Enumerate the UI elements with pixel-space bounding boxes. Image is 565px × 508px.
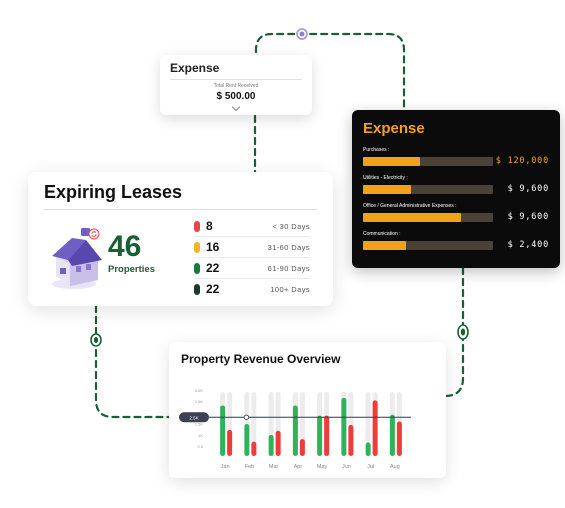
expense-row-value: $ 9,600: [507, 212, 549, 222]
bar: [268, 434, 274, 456]
expiring-leases-card: Expiring Leases 46 Properties 8 < 30 Day…: [28, 172, 333, 306]
bar: [317, 415, 323, 456]
x-tick-label: Jan: [221, 464, 230, 470]
y-tick-label: 0.5: [197, 444, 203, 449]
lease-range: 100+ Days: [270, 284, 310, 294]
expense-row-label: Purchases :: [363, 147, 390, 153]
expense-bar-track: [363, 156, 493, 166]
expense-bar-track: [363, 184, 493, 194]
bar: [324, 415, 330, 456]
expense-rows: Purchases : $ 120,000 Utilities - Electr…: [363, 147, 549, 250]
x-tick-label: May: [317, 464, 328, 470]
y-tick-label: 1K: [198, 433, 203, 438]
bar: [372, 400, 378, 456]
reference-marker: [243, 414, 249, 420]
x-tick-label: Jul: [367, 464, 374, 470]
expense-bar-fill: [363, 212, 461, 222]
list-item[interactable]: 8 < 30 Days: [194, 216, 310, 237]
bar: [348, 424, 354, 456]
bar: [227, 429, 233, 456]
lease-count: 22: [206, 282, 220, 296]
bar: [251, 441, 257, 456]
status-dot: [194, 283, 200, 295]
lease-count: 22: [206, 261, 220, 275]
expense-row-value: $ 9,600: [507, 184, 549, 194]
revenue-overview-card: 3.5K2.5K2K1.5K1K0.5JanFebMarAprMayJunJul…: [169, 342, 446, 478]
list-item[interactable]: 22 61-90 Days: [194, 258, 310, 279]
expense-detail-card: Expense Purchases : $ 120,000 Utilities …: [352, 110, 560, 268]
properties-label: Properties: [108, 264, 155, 275]
y-tick-label: 3.5K: [195, 388, 204, 393]
expense-bar-fill: [363, 240, 406, 250]
x-tick-label: Aug: [390, 464, 400, 470]
tooltip-pill: [179, 412, 209, 423]
bar: [292, 405, 298, 456]
chevron-down-icon[interactable]: [231, 102, 241, 112]
list-item[interactable]: 22 100+ Days: [194, 279, 310, 299]
y-tick-label: 2.5K: [195, 399, 204, 404]
divider: [170, 79, 302, 80]
bar: [299, 439, 305, 456]
x-tick-label: Feb: [245, 464, 254, 470]
expense-bar-fill: [363, 156, 421, 166]
properties-count: 46: [108, 230, 142, 263]
lease-range: 31-60 Days: [267, 242, 310, 252]
expiring-leases-title: Expiring Leases: [44, 182, 183, 202]
expense-bar-track: [363, 212, 493, 222]
lease-count: 8: [206, 219, 213, 233]
expense-summary-caption: Total Rent Received: [213, 83, 259, 89]
bar: [341, 397, 347, 456]
expense-summary-title: Expense: [170, 61, 220, 75]
bar: [365, 442, 371, 456]
expense-bar-fill: [363, 184, 412, 194]
bar-track: [365, 392, 371, 456]
status-dot: [194, 262, 200, 274]
x-tick-label: Apr: [294, 464, 303, 470]
expense-summary-amount: $ 500.00: [216, 91, 256, 102]
revenue-overview-title: Property Revenue Overview: [181, 352, 341, 366]
expense-row-value: $ 120,000: [495, 156, 549, 166]
status-dot: [194, 241, 200, 253]
list-item[interactable]: 16 31-60 Days: [194, 237, 310, 258]
expense-row-label: Utilities - Electricity :: [363, 175, 408, 181]
x-tick-label: Jun: [342, 464, 351, 470]
bar: [275, 430, 281, 456]
expense-row-communication: Communication : $ 2,400: [363, 231, 549, 250]
bar: [244, 424, 250, 456]
expense-bar-track: [363, 240, 493, 250]
expense-detail-title: Expense: [363, 120, 425, 137]
expense-row-label: Office / General Administrative Expenses…: [363, 203, 457, 209]
expense-row-label: Communication :: [363, 231, 401, 237]
lease-range: < 30 Days: [272, 221, 310, 231]
status-dot: [194, 220, 200, 232]
x-tick-label: Mar: [269, 464, 279, 470]
lease-range: 61-90 Days: [267, 263, 310, 273]
expense-row-purchases: Purchases : $ 120,000: [363, 147, 549, 166]
divider: [44, 209, 317, 210]
bar: [220, 405, 226, 456]
bar: [389, 414, 395, 456]
expense-row-office: Office / General Administrative Expenses…: [363, 203, 549, 222]
bar-track: [251, 392, 257, 456]
expense-row-value: $ 2,400: [507, 240, 549, 250]
bar: [396, 421, 402, 456]
expense-summary-card[interactable]: Expense Total Rent Received $ 500.00: [160, 55, 312, 115]
expense-row-utilities: Utilities - Electricity : $ 9,600: [363, 175, 549, 194]
lease-count: 16: [206, 240, 220, 254]
y-tick-label: 1.5K: [195, 422, 204, 427]
lease-breakdown-list: 8 < 30 Days 16 31-60 Days 22 61-90 Days …: [194, 216, 310, 299]
revenue-chart: 3.5K2.5K2K1.5K1K0.5JanFebMarAprMayJunJul…: [179, 388, 411, 470]
tooltip-value: 2.5K: [189, 415, 198, 420]
house-icon: [52, 228, 102, 289]
